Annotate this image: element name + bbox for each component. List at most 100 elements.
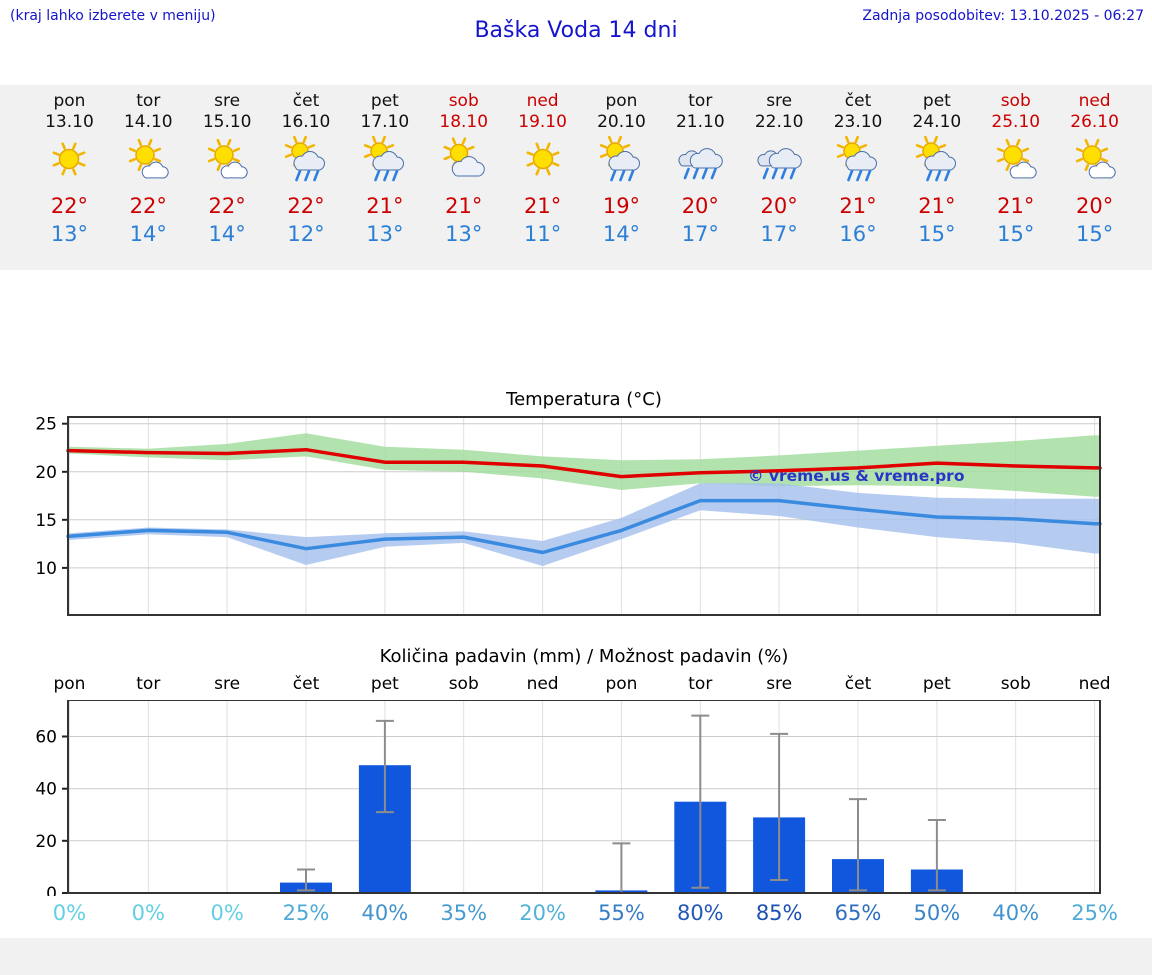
day-name: sob: [1000, 91, 1031, 111]
temperatura-min-line: [66, 498, 1102, 555]
forecast-day: sob 18.10 21° 13°: [424, 91, 503, 270]
day-weather-icon: [897, 135, 976, 188]
precip-probability: 25%: [282, 901, 330, 925]
precip-day-label: pon: [605, 674, 638, 694]
y-tick-label: 0: [46, 884, 57, 896]
day-low-temp: 15°: [997, 222, 1035, 246]
day-high-temp: 20°: [681, 194, 719, 218]
precip-error-bar: [691, 714, 710, 889]
day-low-temp: 15°: [918, 222, 956, 246]
temperature-chart-svg: 10 15 20 25 © vreme.us & vreme.pro: [35, 415, 1102, 616]
day-weather-icon: [819, 135, 898, 188]
y-tick-label: 15: [35, 511, 57, 531]
day-date: 18.10: [439, 112, 489, 132]
day-high-temp: 19°: [602, 194, 641, 218]
precip-probability: 65%: [834, 901, 882, 925]
precip-probability: 85%: [755, 901, 803, 925]
forecast-day: pon 13.10 22° 13°: [30, 91, 109, 270]
precip-probability-row: 0% 0% 0% 25% 40% 35% 20% 55% 80% 85% 65% 50% 40% 25%: [0, 901, 1152, 925]
day-low-temp: 14°: [602, 222, 641, 246]
precip-day-labels-row: pon tor sre čet pet sob ned pon tor sre čet pet sob n…: [0, 674, 1152, 694]
day-weather-icon: [345, 135, 424, 188]
precip-error-bar: [849, 798, 867, 892]
precip-day-label: sre: [214, 674, 241, 694]
sun-rain-icon: [363, 135, 404, 182]
day-weather-icon: [30, 136, 109, 188]
day-weather-icon: [267, 135, 346, 188]
forecast-day: ned 19.10 21° 11°: [503, 91, 582, 270]
day-high-temp: 20°: [1075, 194, 1114, 218]
precip-error-bar: [770, 732, 789, 881]
day-low-temp: 13°: [50, 222, 89, 246]
sun-icon: [526, 142, 560, 176]
max-range-band: [68, 433, 1100, 497]
plot-area: [68, 700, 1100, 893]
last-update: Zadnja posodobitev: 13.10.2025 - 06:27: [862, 8, 1144, 24]
sun-icon: [52, 142, 86, 176]
precipitation-chart-svg: 0 20 40 60: [35, 699, 1101, 904]
day-date: 13.10: [45, 112, 94, 132]
day-date: 15.10: [202, 112, 252, 132]
precip-day-label: pon: [53, 674, 86, 694]
day-date: 26.10: [1070, 112, 1119, 132]
day-low-temp: 14°: [208, 222, 246, 246]
precip-probability: 55%: [598, 901, 645, 925]
sun-cloud-icon: [443, 137, 485, 177]
precip-day-label: sob: [448, 674, 479, 694]
day-weather-icon: [976, 136, 1055, 188]
y-tick-label: 10: [35, 559, 57, 579]
precip-probability: 0%: [52, 901, 87, 925]
day-name: sob: [448, 91, 479, 111]
precip-day-label: tor: [136, 674, 161, 694]
day-name: pon: [605, 91, 638, 111]
day-weather-icon: [1055, 136, 1134, 188]
day-low-temp: 16°: [839, 222, 877, 246]
forecast-day: pet 17.10 21° 13°: [345, 91, 424, 270]
day-low-temp: 15°: [1075, 222, 1114, 246]
forecast-day: čet 23.10 21° 16°: [819, 91, 898, 270]
precip-day-label: tor: [688, 674, 713, 694]
day-low-temp: 13°: [445, 222, 483, 246]
day-low-temp: 13°: [366, 222, 404, 246]
day-name: ned: [1078, 91, 1111, 111]
forecast-day: čet 16.10 22° 12°: [267, 91, 346, 270]
sun-rain-icon: [284, 135, 325, 182]
day-high-temp: 22°: [208, 194, 246, 218]
day-low-temp: 12°: [287, 222, 325, 246]
location-menu-note: (kraj lahko izberete v meniju): [10, 8, 216, 24]
sun-rain-icon: [915, 135, 956, 182]
precip-error-bar: [927, 819, 946, 892]
precip-day-label: čet: [292, 674, 320, 694]
day-low-temp: 17°: [681, 222, 719, 246]
day-high-temp: 22°: [287, 194, 325, 218]
temperature-chart-title: Temperatura (°C): [506, 389, 662, 410]
day-high-temp: 21°: [997, 194, 1035, 218]
precip-day-label: čet: [844, 674, 872, 694]
precip-probability: 80%: [676, 901, 724, 925]
temperatura-max-line: [66, 447, 1102, 479]
watermark: © vreme.us & vreme.pro: [748, 467, 964, 485]
day-high-temp: 22°: [129, 194, 167, 218]
forecast-day: pet 24.10 21° 15°: [897, 91, 976, 270]
sun-small-cloud-icon: [129, 138, 169, 179]
sun-rain-icon: [600, 135, 641, 182]
day-weather-icon: [503, 136, 582, 188]
forecast-day: pon 20.10 19° 14°: [582, 91, 661, 270]
y-tick-label: 25: [35, 415, 57, 435]
cloud-rain-icon: [678, 148, 724, 180]
sun-small-cloud-icon: [1075, 138, 1116, 179]
day-high-temp: 21°: [839, 194, 877, 218]
cloud-rain-icon: [757, 148, 802, 180]
sun-small-cloud-icon: [208, 138, 248, 179]
day-low-temp: 17°: [760, 222, 798, 246]
day-weather-icon: [109, 136, 188, 188]
day-date: 21.10: [675, 112, 725, 132]
day-date: 17.10: [360, 112, 410, 132]
day-name: tor: [688, 91, 713, 111]
footer-band: [0, 938, 1152, 975]
day-high-temp: 21°: [445, 194, 483, 218]
precip-probability: 50%: [913, 901, 961, 925]
day-weather-icon: [740, 136, 819, 188]
day-name: čet: [844, 91, 872, 111]
day-date: 23.10: [833, 112, 883, 132]
